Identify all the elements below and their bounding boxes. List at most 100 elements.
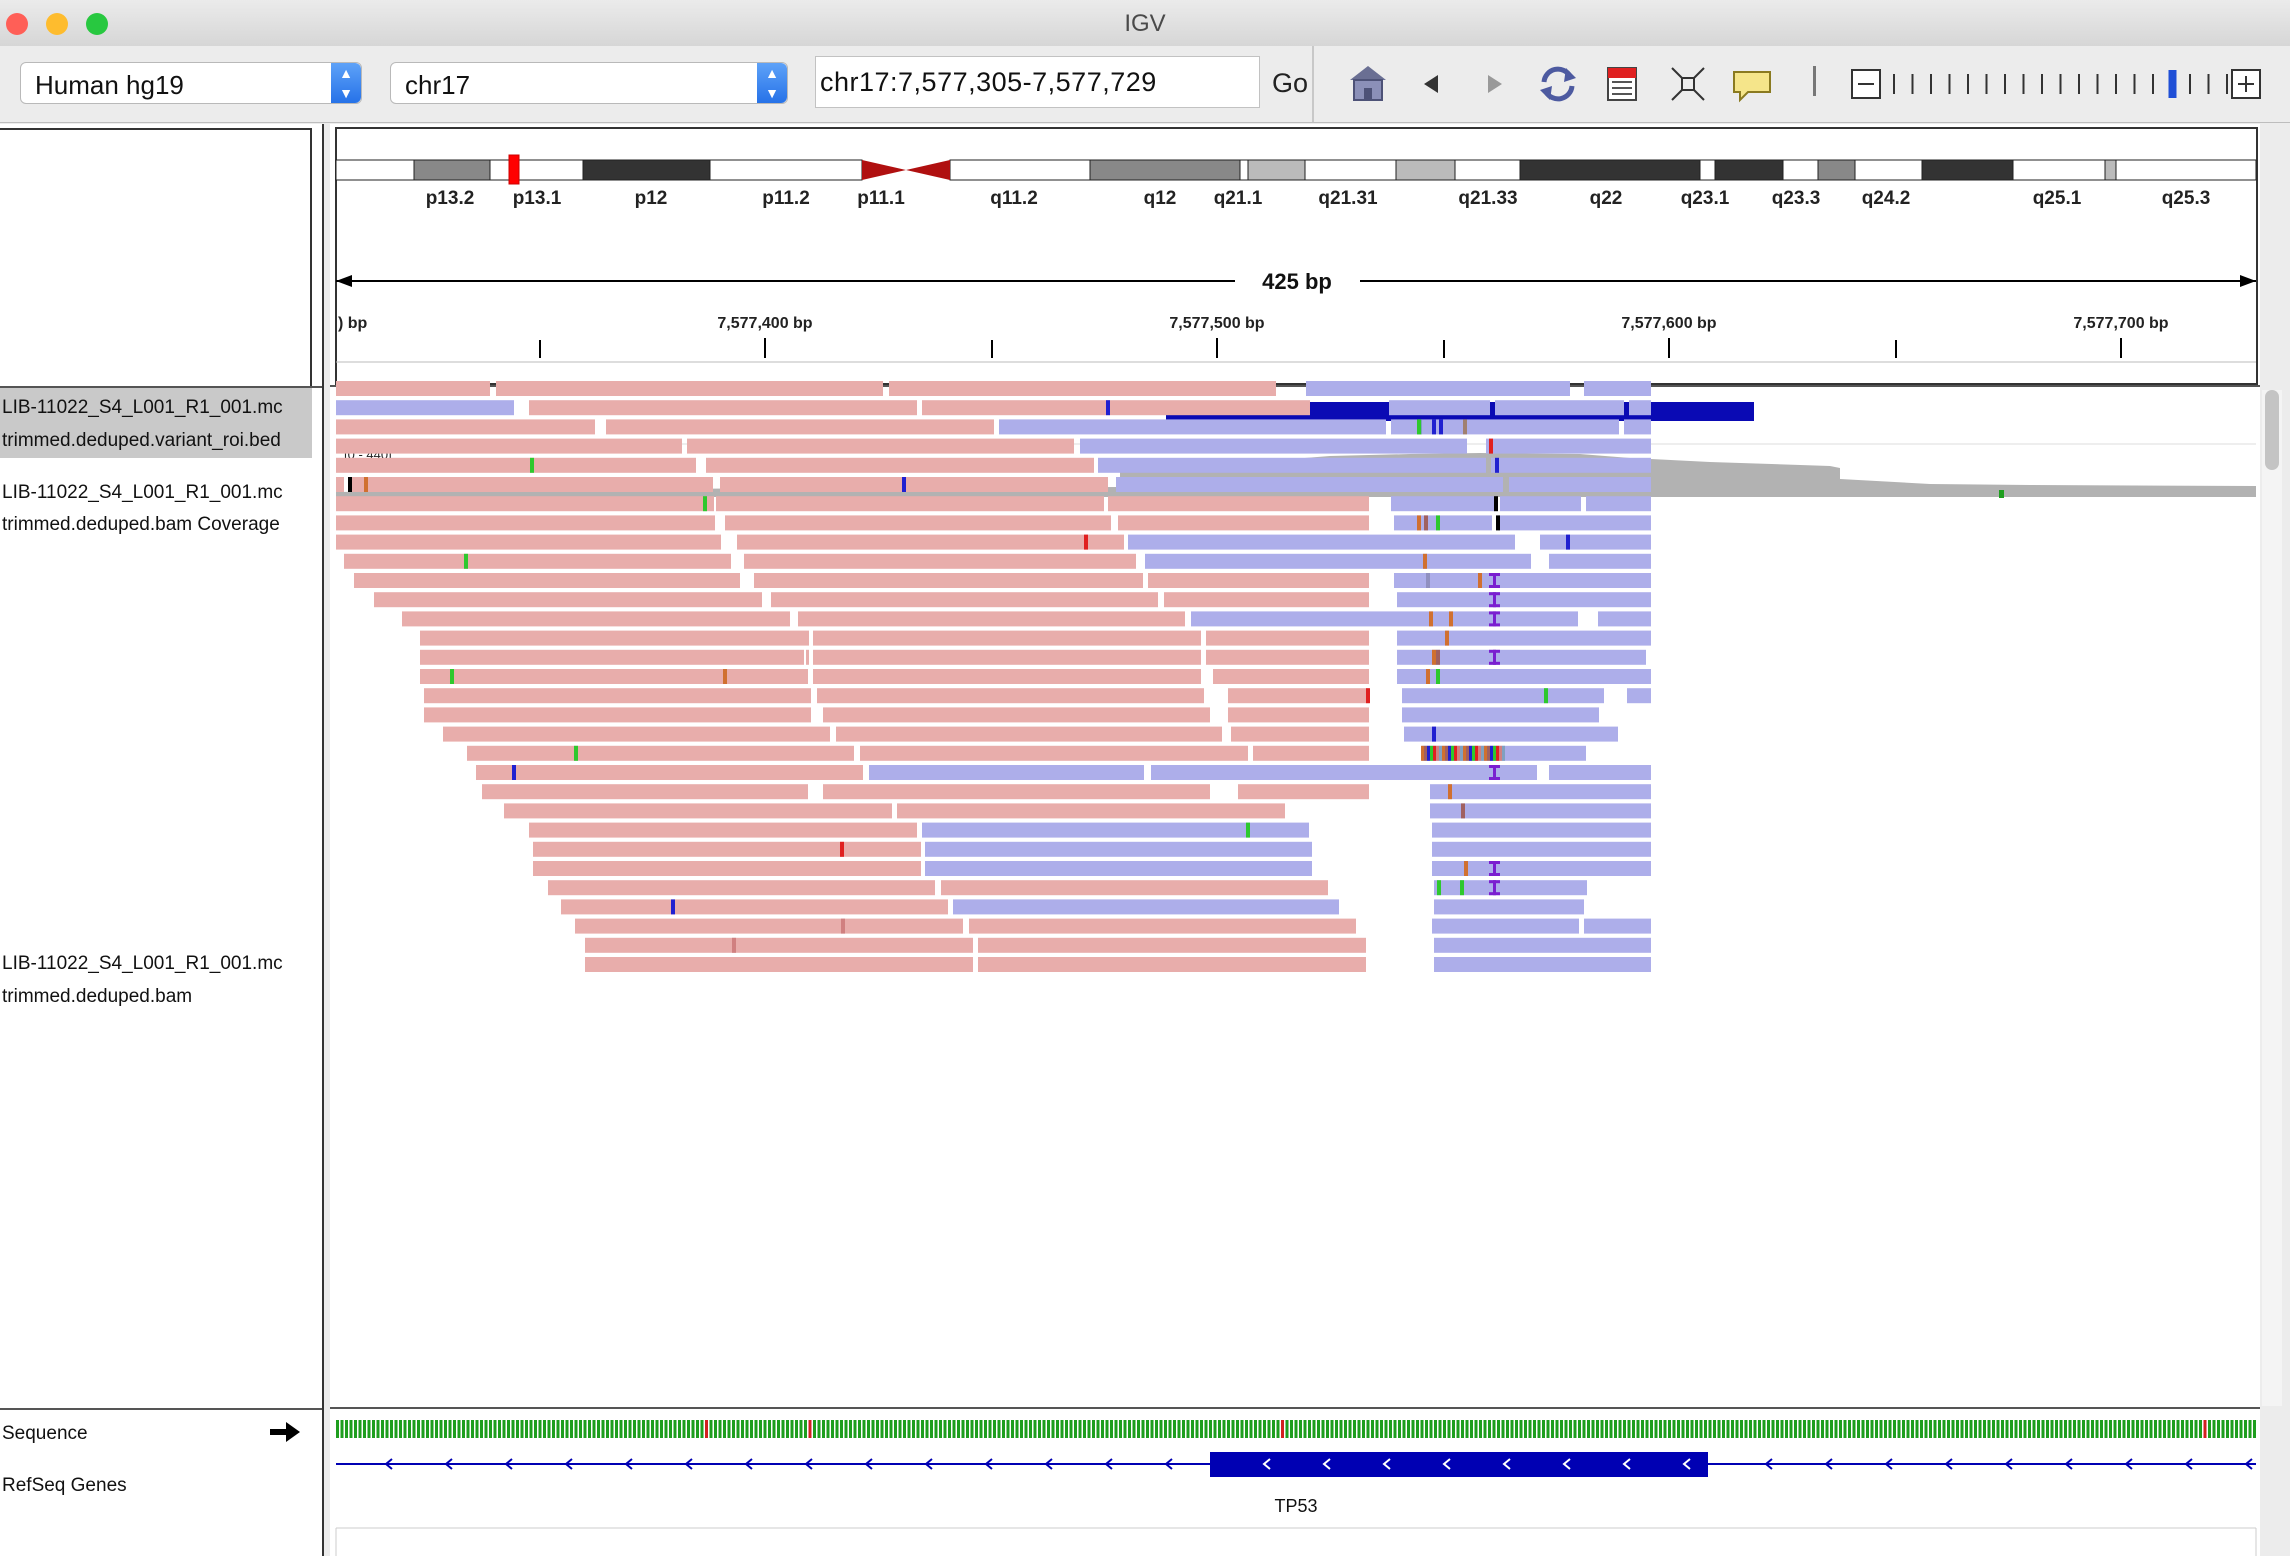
alignment-track-name-line1[interactable]: LIB-11022_S4_L001_R1_001.mc xyxy=(2,953,283,974)
track-canvas[interactable]: p13.2 p13.1 p12 p11.2 p11.1 q11.2 q12 q21.1 q21.… xyxy=(330,124,2260,1556)
genome-dropdown[interactable]: Human hg19 ▲ ▼ xyxy=(20,62,362,104)
sequence-base xyxy=(1168,1420,1172,1438)
forward-read xyxy=(482,784,808,800)
forward-read xyxy=(754,573,1143,588)
sequence-base xyxy=(2010,1420,2013,1438)
vertical-scrollbar[interactable] xyxy=(2262,390,2282,1406)
sequence-base xyxy=(1731,1420,1734,1438)
home-icon[interactable] xyxy=(1346,62,1390,106)
strand-chevron xyxy=(684,1458,693,1470)
reverse-read xyxy=(1128,534,1515,550)
forward-read xyxy=(336,496,714,512)
reverse-read xyxy=(1432,918,1579,934)
ideogram-band xyxy=(1854,159,1923,181)
strand-arrow-icon[interactable] xyxy=(268,1420,302,1444)
go-button[interactable]: Go xyxy=(1272,68,1309,98)
coverage-track-name-line2[interactable]: trimmed.deduped.bam Coverage xyxy=(2,514,280,535)
close-window-button[interactable] xyxy=(6,13,28,35)
sequence-base xyxy=(912,1420,915,1438)
sequence-base xyxy=(1825,1420,1829,1438)
ruler-right-arrow xyxy=(2240,275,2256,287)
sequence-base xyxy=(1497,1420,1500,1438)
exon-chevron xyxy=(1622,1458,1631,1470)
sequence-base xyxy=(1357,1420,1361,1438)
sequence-base xyxy=(1510,1420,1514,1438)
window-title: IGV xyxy=(1124,10,1166,37)
roi-track-name-bg[interactable] xyxy=(0,388,312,458)
reverse-read xyxy=(1402,707,1599,723)
sequence-base xyxy=(1713,1420,1716,1438)
sequence-base xyxy=(772,1420,776,1438)
roi-icon[interactable] xyxy=(1600,62,1644,106)
sequence-base xyxy=(745,1420,749,1438)
sequence-base xyxy=(1857,1420,1860,1438)
reverse-read xyxy=(1098,457,1486,473)
sequence-base xyxy=(655,1420,659,1438)
back-icon[interactable] xyxy=(1410,62,1454,106)
ideogram-band xyxy=(1714,159,1784,181)
sequence-base xyxy=(1447,1420,1451,1438)
forward-icon[interactable] xyxy=(1472,62,1516,106)
sequence-base xyxy=(426,1420,429,1438)
data-panel: p13.2 p13.1 p12 p11.2 p11.1 q11.2 q12 q21.1 q21.… xyxy=(330,124,2260,1556)
refresh-icon[interactable] xyxy=(1536,62,1580,106)
sequence-track-name[interactable]: Sequence xyxy=(2,1423,88,1444)
mismatch xyxy=(512,765,516,780)
zoom-window-button[interactable] xyxy=(86,13,108,35)
forward-read xyxy=(467,745,854,761)
forward-read xyxy=(922,400,1310,416)
sequence-base xyxy=(1209,1420,1212,1438)
sequence-base xyxy=(1839,1420,1842,1438)
sequence-base xyxy=(1335,1420,1338,1438)
ideogram-band xyxy=(1699,159,1716,181)
sequence-base xyxy=(1339,1420,1343,1438)
sequence-base xyxy=(1353,1420,1356,1438)
sequence-base xyxy=(520,1420,524,1438)
sequence-base xyxy=(1906,1420,1910,1438)
sequence-base xyxy=(1618,1420,1622,1438)
sequence-base xyxy=(2248,1420,2252,1438)
scrollbar-thumb[interactable] xyxy=(2265,390,2279,470)
genes-track-name[interactable]: RefSeq Genes xyxy=(2,1475,127,1496)
sequence-base xyxy=(2064,1420,2067,1438)
sequence-base xyxy=(1452,1420,1455,1438)
sequence-base xyxy=(1479,1420,1482,1438)
mismatch xyxy=(464,553,468,569)
insertion-marker xyxy=(1489,765,1500,768)
forward-read xyxy=(941,880,1328,896)
sequence-base xyxy=(628,1420,632,1438)
sequence-base xyxy=(358,1420,362,1438)
mismatch xyxy=(1421,745,1424,761)
chromosome-dropdown[interactable]: chr17 ▲ ▼ xyxy=(390,62,788,104)
locus-input[interactable] xyxy=(815,56,1260,108)
alignment-track-name-line2[interactable]: trimmed.deduped.bam xyxy=(2,986,193,1007)
coverage-track-name-line1[interactable]: LIB-11022_S4_L001_R1_001.mc xyxy=(2,482,283,503)
sequence-base xyxy=(1546,1420,1550,1438)
mismatch xyxy=(1439,745,1442,761)
minimize-window-button[interactable] xyxy=(46,13,68,35)
sequence-base xyxy=(2131,1420,2135,1438)
popup-text-icon[interactable] xyxy=(1730,62,1774,106)
sequence-base xyxy=(340,1420,344,1438)
sequence-base xyxy=(408,1420,411,1438)
sequence-base xyxy=(696,1420,699,1438)
sequence-base xyxy=(1605,1420,1608,1438)
sequence-base xyxy=(1326,1420,1329,1438)
sequence-base xyxy=(822,1420,825,1438)
sequence-base xyxy=(2140,1420,2144,1438)
zoom-slider[interactable] xyxy=(1848,60,2268,108)
sequence-base xyxy=(1875,1420,1878,1438)
sequence-base xyxy=(1632,1420,1635,1438)
insertion-marker xyxy=(1489,573,1500,576)
resize-icon[interactable] xyxy=(1666,62,1710,106)
genome-value: Human hg19 xyxy=(35,70,184,100)
mismatch xyxy=(1445,630,1449,646)
sequence-base xyxy=(1123,1420,1127,1438)
sequence-base xyxy=(1893,1420,1896,1438)
sequence-base xyxy=(1200,1420,1203,1438)
sequence-base xyxy=(1240,1420,1244,1438)
mismatch xyxy=(1429,611,1433,627)
reverse-read xyxy=(1391,419,1619,435)
sequence-base xyxy=(1771,1420,1775,1438)
divider xyxy=(0,1408,322,1410)
